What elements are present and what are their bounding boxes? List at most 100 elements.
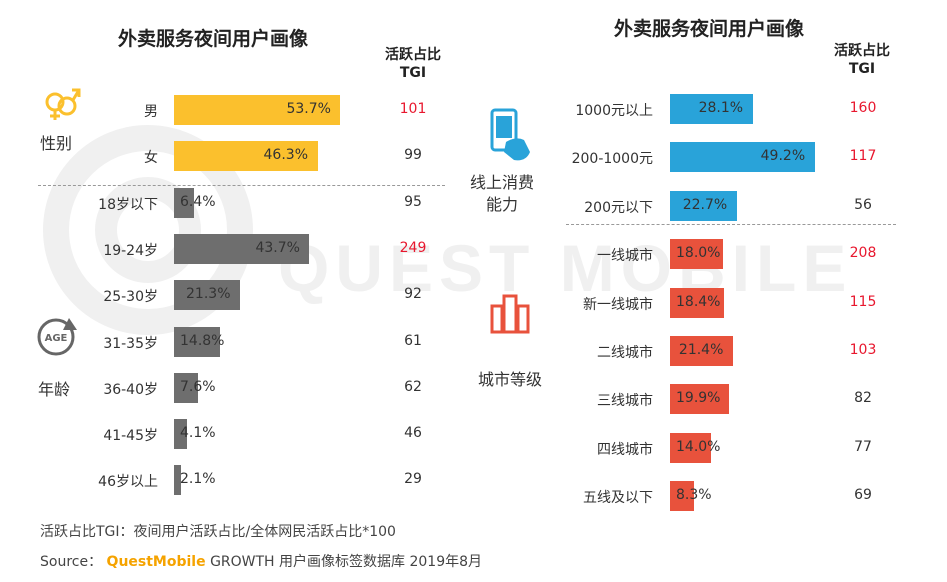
category-label: 三线城市 bbox=[597, 393, 653, 410]
tgi-value: 82 bbox=[854, 390, 872, 407]
tgi-value: 69 bbox=[854, 487, 872, 504]
tgi-value: 46 bbox=[404, 425, 422, 442]
bar bbox=[174, 372, 198, 403]
category-label: 18岁以下 bbox=[98, 196, 158, 213]
category-label: 五线及以下 bbox=[583, 490, 653, 507]
category-label: 46岁以上 bbox=[98, 474, 158, 491]
category-label: 200-1000元 bbox=[571, 151, 653, 168]
group-label-line: 线上消费 bbox=[470, 173, 535, 192]
city-buildings-icon bbox=[488, 292, 532, 338]
tgi-value: 103 bbox=[849, 342, 877, 358]
tgi-value: 56 bbox=[854, 196, 872, 213]
category-label: 二线城市 bbox=[597, 345, 653, 361]
bar bbox=[670, 287, 725, 318]
category-label: 一线城市 bbox=[597, 248, 653, 265]
category-label: 36-40岁 bbox=[103, 381, 158, 398]
bar-value-label: 14.0% bbox=[676, 438, 721, 455]
bar bbox=[174, 233, 310, 264]
source-line: Source： QuestMobile GROWTH 用户画像标签数据库 201… bbox=[40, 551, 482, 571]
bar bbox=[670, 481, 695, 512]
left-chart-title: 外卖服务夜间用户画像 bbox=[118, 28, 309, 50]
bar-value-label: 18.4% bbox=[676, 293, 721, 310]
watermark-logo: QUEST MOBILE bbox=[38, 120, 918, 340]
tgi-value: 61 bbox=[404, 332, 422, 349]
tgi-value: 208 bbox=[849, 245, 877, 262]
source-text: GROWTH 用户画像标签数据库 2019年8月 bbox=[210, 554, 483, 570]
tgi-value: 62 bbox=[404, 378, 422, 395]
bar bbox=[174, 141, 318, 172]
bar-value-label: 21.3% bbox=[186, 286, 231, 303]
bar bbox=[174, 419, 187, 450]
left-bar-chart: 男 53.7% 101 女 46.3% 99 18岁以下 6.4% 95 19-24岁 43.7% 2… bbox=[0, 0, 473, 520]
bar-value-label: 22.7% bbox=[682, 196, 728, 213]
category-label: 女 bbox=[144, 150, 158, 167]
group-label-city: 城市等级 bbox=[478, 370, 543, 389]
gender-icon bbox=[42, 86, 82, 126]
bar bbox=[174, 326, 220, 357]
tgi-value: 117 bbox=[849, 148, 877, 165]
bar bbox=[174, 95, 341, 125]
tgi-value: 101 bbox=[399, 101, 427, 117]
bar bbox=[670, 94, 753, 124]
mobile-payment-icon bbox=[488, 108, 534, 168]
header-tgi: TGI bbox=[848, 61, 876, 77]
tgi-footnote: 活跃占比TGI：夜间用户活跃占比/全体网民活跃占比*100 bbox=[40, 524, 396, 540]
bar-value-label: 18.0% bbox=[676, 245, 721, 262]
category-label: 男 bbox=[144, 104, 158, 120]
group-label-consumption: 线上消费 能力 bbox=[470, 172, 534, 216]
right-column-header: 活跃占比 TGI bbox=[817, 42, 907, 78]
brand-logo-text: QuestMobile bbox=[106, 554, 206, 570]
category-label: 19-24岁 bbox=[103, 242, 158, 259]
tgi-value: 92 bbox=[404, 286, 422, 303]
bar bbox=[174, 280, 241, 311]
bar-value-label: 8.3% bbox=[676, 487, 712, 504]
tgi-value: 160 bbox=[849, 100, 877, 116]
bar-value-label: 2.1% bbox=[180, 471, 216, 488]
category-label: 25-30岁 bbox=[103, 289, 158, 306]
group-label-age: 年龄 bbox=[38, 380, 71, 399]
separator-line bbox=[566, 224, 896, 225]
tgi-value: 77 bbox=[854, 438, 872, 455]
header-active-share: 活跃占比 bbox=[834, 43, 890, 59]
header-active-share: 活跃占比 bbox=[385, 47, 441, 63]
age-icon-text: AGE bbox=[45, 333, 68, 344]
bar-value-label: 14.8% bbox=[180, 332, 225, 349]
bar-value-label: 6.4% bbox=[180, 193, 216, 210]
bar-value-label: 19.9% bbox=[676, 390, 721, 407]
bar-value-label: 4.1% bbox=[180, 425, 216, 442]
bar-value-label: 49.2% bbox=[760, 148, 806, 165]
bar-value-label: 7.6% bbox=[180, 378, 216, 395]
bar-value-label: 46.3% bbox=[263, 147, 308, 164]
age-icon: AGE bbox=[32, 316, 80, 362]
bar bbox=[174, 187, 194, 218]
category-label: 41-45岁 bbox=[103, 428, 158, 445]
bar-value-label: 28.1% bbox=[698, 100, 744, 116]
bar-value-label: 43.7% bbox=[255, 239, 300, 256]
bar bbox=[670, 142, 815, 173]
tgi-value: 95 bbox=[404, 193, 422, 210]
category-label: 31-35岁 bbox=[103, 335, 158, 352]
tgi-value: 29 bbox=[404, 471, 422, 488]
right-bar-chart: 1000元以上 28.1% 160 200-1000元 49.2% 117 200元以下 22… bbox=[473, 0, 947, 520]
tgi-value: 99 bbox=[404, 147, 422, 164]
bar bbox=[670, 384, 729, 415]
category-label: 四线城市 bbox=[597, 441, 653, 458]
bar bbox=[670, 432, 712, 463]
source-prefix: Source： bbox=[40, 554, 103, 570]
group-label-gender: 性别 bbox=[40, 134, 73, 153]
bar bbox=[670, 239, 723, 270]
bar-value-label: 21.4% bbox=[678, 342, 724, 358]
group-label-line: 能力 bbox=[486, 195, 519, 214]
bar bbox=[670, 190, 737, 221]
bar bbox=[670, 336, 733, 366]
bar bbox=[174, 465, 181, 496]
category-label: 1000元以上 bbox=[575, 103, 653, 119]
header-tgi: TGI bbox=[399, 65, 427, 81]
category-label: 新一线城市 bbox=[583, 296, 653, 313]
bar-value-label: 53.7% bbox=[286, 101, 331, 117]
tgi-value: 249 bbox=[399, 239, 427, 256]
left-column-header: 活跃占比 TGI bbox=[368, 46, 458, 82]
tgi-value: 115 bbox=[849, 293, 877, 310]
right-chart-title: 外卖服务夜间用户画像 bbox=[614, 18, 805, 40]
watermark-text: QUEST MOBILE bbox=[278, 231, 853, 305]
